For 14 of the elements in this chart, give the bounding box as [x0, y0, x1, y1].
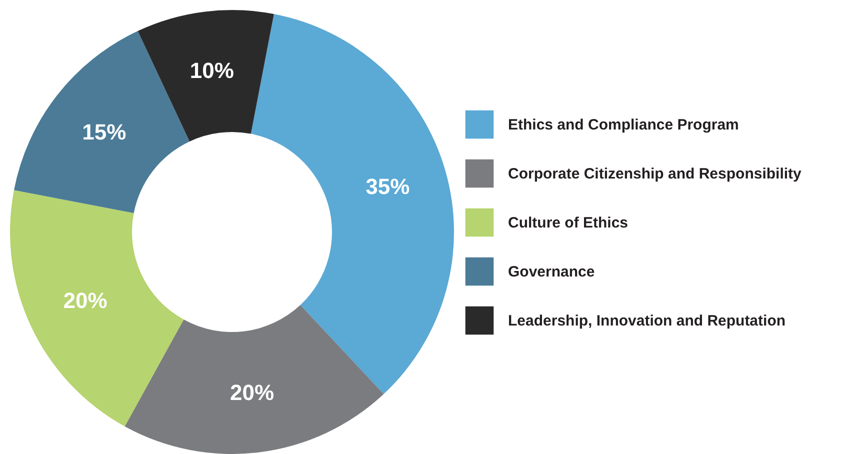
- donut-slice: [14, 30, 190, 214]
- data-label: 15%: [82, 120, 126, 145]
- donut-slice: [138, 10, 274, 142]
- legend-label: Ethics and Compliance Program: [508, 116, 739, 134]
- legend-label: Leadership, Innovation and Reputation: [508, 312, 786, 330]
- donut-slice: [10, 190, 184, 426]
- data-label: 35%: [366, 174, 410, 200]
- legend-label: Culture of Ethics: [508, 214, 628, 232]
- donut-slice: [124, 305, 384, 454]
- legend-label: Governance: [508, 264, 595, 280]
- data-label: 20%: [63, 288, 108, 313]
- data-label: 10%: [190, 58, 234, 84]
- legend-label: Corporate Citizenship and Responsibility: [508, 166, 802, 182]
- data-label: 20%: [230, 380, 274, 405]
